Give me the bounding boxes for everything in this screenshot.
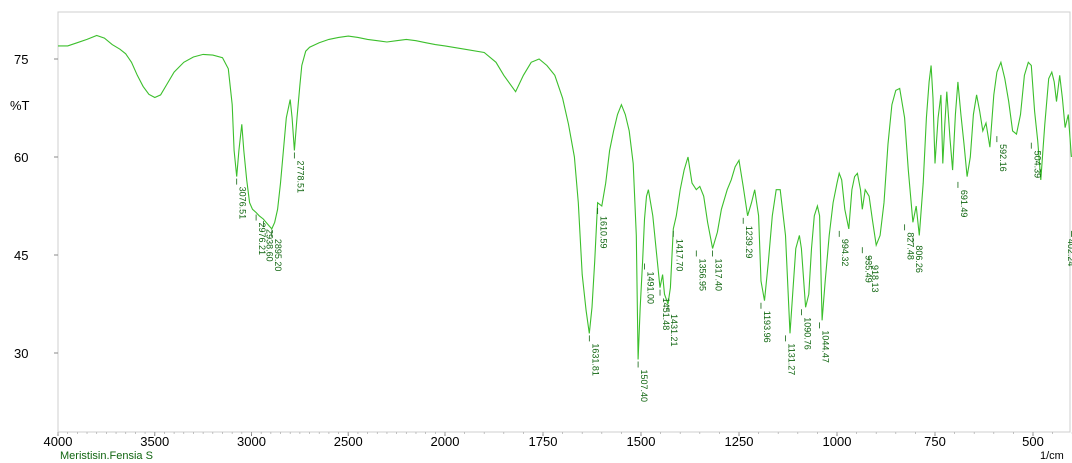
x-tick-label: 2500 (334, 434, 363, 449)
peak-value-text: 1507.40 (639, 370, 649, 403)
y-tick-label: 30 (14, 346, 28, 361)
peak-label: 1491.00 (644, 263, 656, 305)
peak-label: 691.49 (957, 181, 969, 218)
x-tick-label: 4000 (44, 434, 73, 449)
peak-label: 1610.59 (597, 208, 609, 249)
peak-label: 1631.81 (588, 335, 600, 376)
plot-frame (57, 11, 1071, 433)
peak-value-text: 935.49 (863, 255, 873, 283)
x-axis-unit-label: 1/cm (1040, 450, 1064, 462)
x-tick-label: 2000 (431, 434, 460, 449)
peak-label: 1239.29 (742, 217, 754, 259)
peak-label: 918.13 (868, 257, 880, 293)
x-tick-label: 750 (924, 434, 946, 449)
peak-label: 592.16 (996, 136, 1008, 172)
peak-label: 1507.40 (637, 361, 649, 403)
x-tick-label: 500 (1022, 434, 1044, 449)
peak-value-text: 1090.76 (802, 317, 812, 350)
peak-value-text: 1044.47 (821, 330, 831, 363)
x-tick-label: 1500 (627, 434, 656, 449)
peak-value-text: 1239.29 (744, 226, 754, 259)
peak-value-text: 1431.21 (669, 314, 679, 347)
peak-label: 1356.95 (695, 250, 707, 291)
peak-value-text: 1131.27 (787, 343, 797, 375)
peak-label: 1044.47 (819, 322, 831, 363)
y-tick-label: 75 (14, 52, 28, 67)
peak-label: 1431.21 (667, 306, 679, 347)
peak-label: 994.32 (838, 230, 850, 267)
x-tick-label: 3000 (237, 434, 266, 449)
y-tick-label: 45 (14, 248, 28, 263)
y-axis-label: %T (10, 98, 30, 113)
peak-label: 1451.48 (659, 289, 671, 331)
peak-label: 1317.40 (712, 250, 724, 291)
peak-value-text: 691.49 (959, 190, 969, 218)
peak-value-text: 504.39 (1032, 151, 1042, 179)
peak-label: 3076.51 (236, 178, 248, 220)
peak-value-text: 994.32 (840, 239, 850, 267)
peak-label: 2895.20 (271, 230, 283, 272)
peak-label: 1090.76 (801, 309, 812, 350)
x-tick-label: 1750 (529, 434, 558, 449)
peak-label: 1417.70 (672, 230, 684, 272)
peak-value-text: 2976.21 (257, 223, 267, 256)
peak-label: 827.48 (904, 224, 916, 260)
peak-value-text: 402.24 (1066, 239, 1072, 267)
peak-label: 2938.60 (262, 221, 274, 262)
spectrum-line (58, 34, 1072, 360)
peak-label: 1131.27 (785, 335, 797, 375)
x-tick-label: 1000 (823, 434, 852, 449)
x-tick-label: 1250 (725, 434, 754, 449)
peak-value-text: 2778.51 (295, 160, 305, 193)
peak-value-text: 1193.96 (762, 311, 772, 343)
peak-value-text: 1631.81 (590, 343, 600, 376)
peak-value-text: 2895.20 (273, 239, 283, 272)
peak-label: 504.39 (1030, 142, 1042, 179)
axes (54, 58, 1072, 436)
peak-value-text: 1356.95 (697, 258, 707, 291)
peak-value-text: 1610.59 (599, 216, 609, 249)
peak-value-text: 1491.00 (646, 272, 656, 305)
peak-value-text: 2938.60 (264, 229, 274, 262)
tick-labels: 30 45 60 75 4000 3500 3000 2500 2000 1750 1500 1250… (14, 52, 1044, 449)
peak-label: 2778.51 (293, 152, 305, 193)
peak-value-text: 827.48 (906, 232, 916, 260)
peak-value-text: 1451.48 (661, 298, 671, 331)
peak-label: 806.26 (912, 237, 924, 273)
peak-label: 935.49 (861, 247, 873, 283)
peak-label: 2976.21 (255, 214, 267, 256)
sample-name: Meristisin.Fensia S (60, 450, 153, 462)
peak-value-text: 3076.51 (238, 187, 248, 220)
peak-label: 402.24 (1066, 230, 1072, 267)
peak-value-text: 592.16 (998, 144, 1008, 172)
peak-value-text: 918.13 (870, 265, 880, 293)
y-tick-label: 60 (14, 150, 28, 165)
peak-value-text: 806.26 (914, 245, 924, 273)
x-tick-label: 3500 (140, 434, 169, 449)
peak-value-text: 1317.40 (714, 258, 724, 291)
peak-value-text: 1417.70 (674, 239, 684, 272)
peak-label: 1193.96 (760, 302, 772, 343)
